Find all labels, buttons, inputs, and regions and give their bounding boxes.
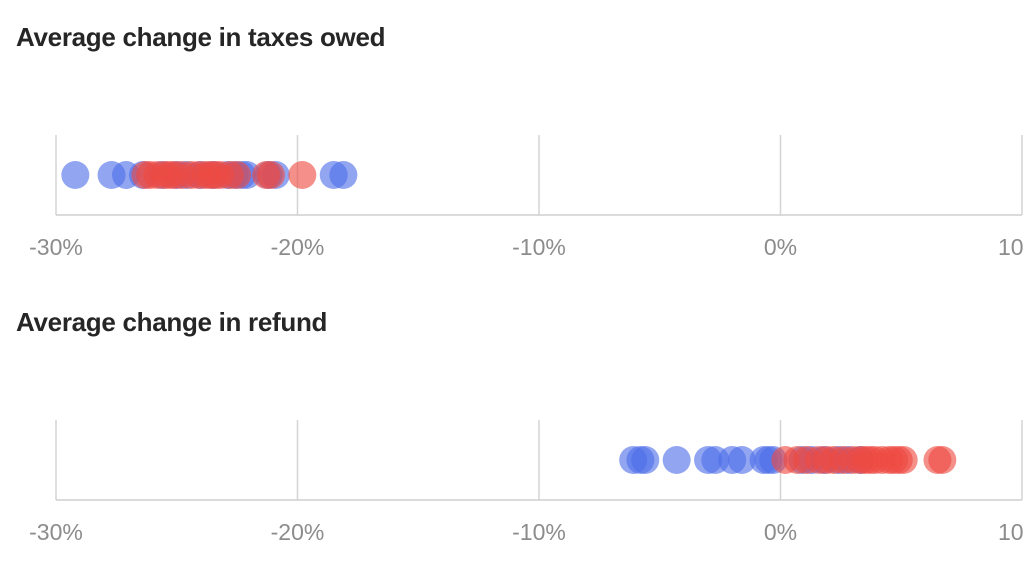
data-point[interactable] — [928, 446, 957, 474]
chart-refund-plot: -30% -20% -10% 0% 10 — [29, 420, 1024, 545]
data-point[interactable] — [288, 161, 317, 189]
x-tick-label: 10 — [998, 234, 1024, 260]
data-point[interactable] — [727, 446, 756, 474]
x-tick-label: 0% — [764, 519, 797, 545]
data-point[interactable] — [631, 446, 660, 474]
data-point[interactable] — [662, 446, 691, 474]
x-tick-label: -20% — [271, 234, 325, 260]
chart-refund: Average change in refund -30% -20% -10% 0% 1… — [0, 285, 1024, 576]
x-tick-label: -10% — [512, 234, 566, 260]
data-point[interactable] — [61, 161, 90, 189]
x-tick-label: -30% — [29, 234, 83, 260]
data-point[interactable] — [329, 161, 358, 189]
chart-taxes-owed-plot: -30% -20% -10% 0% 10 — [29, 135, 1024, 260]
data-point[interactable] — [889, 446, 918, 474]
x-tick-label: -10% — [512, 519, 566, 545]
data-point[interactable] — [256, 161, 285, 189]
chart-taxes-owed: Average change in taxes owed -30% -20% -10… — [16, 22, 1024, 260]
x-tick-label: -20% — [271, 519, 325, 545]
chart-title: Average change in refund — [16, 307, 328, 337]
data-point[interactable] — [223, 161, 252, 189]
x-tick-label: 0% — [764, 234, 797, 260]
x-tick-label: 10 — [998, 519, 1024, 545]
chart-title: Average change in taxes owed — [16, 22, 386, 52]
x-tick-label: -30% — [29, 519, 83, 545]
